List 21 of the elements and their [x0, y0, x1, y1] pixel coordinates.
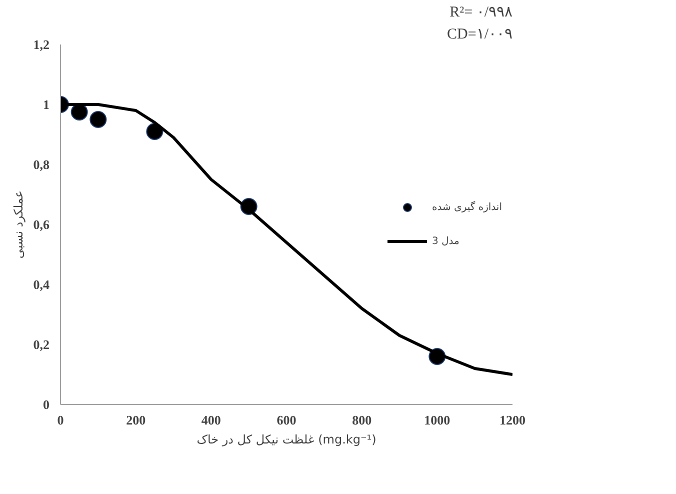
y-tick-label: 0,2 — [33, 337, 50, 352]
x-tick-label: 0 — [57, 412, 64, 428]
legend-label: اندازه گیری شده — [432, 202, 502, 212]
y-tick-label: 0 — [43, 397, 50, 412]
x-tick-label: 1200 — [500, 412, 526, 428]
text: R²= ۰/۹۹۸ — [450, 4, 513, 20]
x-tick-label: 200 — [126, 412, 146, 428]
y-tick-label: 0,6 — [33, 217, 50, 232]
legend-label: مدل 3 — [432, 236, 460, 246]
y-tick-label: 0,8 — [33, 157, 50, 172]
y-axis-title: عملکرد نسبی — [11, 190, 26, 259]
y-tick-label: 0,4 — [33, 277, 50, 292]
y-tick-label: 1 — [43, 97, 50, 112]
text: CD=۱/۰۰۹ — [447, 26, 513, 42]
x-tick-label: 800 — [352, 412, 372, 428]
x-tick-label: 1000 — [424, 412, 450, 428]
x-axis-title: غلظت نیکل کل در خاک (mg.kg⁻¹) — [196, 432, 376, 446]
x-tick-label: 600 — [276, 412, 296, 428]
x-tick-label: 400 — [201, 412, 221, 428]
point — [90, 111, 107, 128]
y-tick-label: 1,2 — [33, 37, 50, 52]
